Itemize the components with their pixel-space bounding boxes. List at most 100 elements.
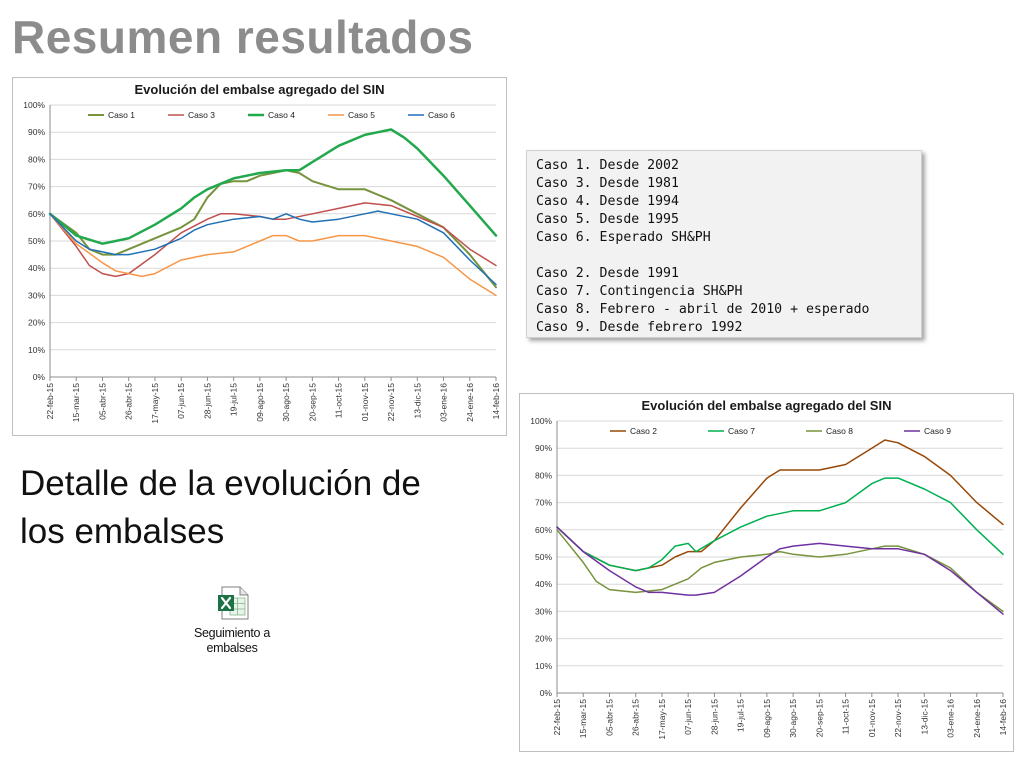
x-tick-label: 11-oct-15 [841,699,851,735]
x-tick-label: 24-ene-16 [972,699,982,738]
case-note-item: Caso 8. Febrero - abril de 2010 + espera… [536,302,870,317]
x-tick-label: 22-feb-15 [552,699,562,736]
case-note-item: Caso 1. Desde 2002 [536,158,679,173]
chart-2-svg: Evolución del embalse agregado del SIN 0%… [530,398,1008,740]
chart-reservoir-evolution-1: Evolución del embalse agregado del SIN 0%… [12,77,507,436]
excel-file-icon-graphic [218,586,249,620]
x-tick-label: 19-jul-15 [736,699,746,732]
series-line-caso-7 [556,477,1004,572]
y-tick-label: 40% [28,263,45,273]
case-notes-spacer [536,247,921,265]
x-tick-label: 07-jun-15 [683,699,693,735]
x-tick-label: 22-nov-15 [893,699,903,738]
case-note-item: Caso 7. Contingencia SH&PH [536,284,743,299]
y-tick-label: 100% [530,416,552,426]
x-tick-label: 22-feb-15 [45,383,55,420]
chart-1-svg: Evolución del embalse agregado del SIN 0%… [23,82,501,424]
slide-title: Resumen resultados [12,11,474,63]
x-tick-label: 14-feb-16 [998,699,1008,736]
y-tick-label: 70% [28,182,45,192]
x-tick-label: 28-jun-15 [709,699,719,735]
y-gridlines [50,104,496,378]
y-tick-label: 10% [28,345,45,355]
series-line-caso-4 [48,128,498,245]
case-notes-box: Caso 1. Desde 2002 Caso 3. Desde 1981 Ca… [526,150,922,338]
y-tick-label: 80% [535,470,552,480]
y-tick-label: 60% [28,209,45,219]
x-tick-label: 05-abr-15 [604,699,614,736]
excel-file-icon[interactable] [216,586,250,620]
y-tick-label: 0% [540,688,553,698]
x-tick-label: 20-sep-15 [307,383,317,422]
case-note-item: Caso 5. Desde 1995 [536,212,679,227]
x-tick-label: 17-may-15 [150,383,160,424]
y-tick-label: 100% [23,100,45,110]
legend-label: Caso 3 [188,110,215,120]
x-tick-label: 09-ago-15 [255,383,265,422]
x-tick-label: 03-ene-16 [439,383,449,422]
x-tick-label: 24-ene-16 [465,383,475,422]
slide-subtitle: Detalle de la evolución de los embalses [20,464,421,551]
legend-label: Caso 4 [268,110,295,120]
series-line-caso-9 [556,526,1004,615]
legend-label: Caso 7 [728,426,755,436]
x-tick-label: 30-ago-15 [788,699,798,738]
x-tick-label: 22-nov-15 [386,383,396,422]
y-tick-label: 40% [535,579,552,589]
y-tick-label: 70% [535,498,552,508]
x-tick-label: 26-abr-15 [124,383,134,420]
case-note-item: Caso 2. Desde 1991 [536,266,679,281]
y-tick-label: 50% [535,552,552,562]
y-tick-label: 20% [28,318,45,328]
case-note-item: Caso 3. Desde 1981 [536,176,679,191]
series-line-caso-1 [49,169,497,289]
x-tick-label: 28-jun-15 [202,383,212,419]
series-line-caso-6 [49,210,497,286]
series-line-caso-5 [49,213,497,297]
x-tick-label: 15-mar-15 [71,383,81,422]
series-line-caso-3 [49,202,497,278]
file-label-line2: embalses [206,641,258,655]
file-label-line1: Seguimiento a [193,626,270,640]
x-tick-label: 09-ago-15 [762,699,772,738]
x-tick-label: 17-may-15 [657,699,667,740]
x-tick-label: 01-nov-15 [360,383,370,422]
x-tick-label: 20-sep-15 [814,699,824,738]
y-tick-label: 80% [28,154,45,164]
y-tick-label: 90% [28,127,45,137]
x-tick-label: 30-ago-15 [281,383,291,422]
series-line-caso-8 [556,529,1004,613]
file-label[interactable]: Seguimiento a embalses [182,626,282,656]
chart-title: Evolución del embalse agregado del SIN [642,398,892,413]
x-tick-label: 26-abr-15 [631,699,641,736]
x-tick-label: 19-jul-15 [229,383,239,416]
x-tick-label: 11-oct-15 [334,383,344,419]
case-note-item: Caso 9. Desde febrero 1992 [536,320,743,335]
x-tick-label: 13-dic-15 [919,699,929,735]
legend-label: Caso 5 [348,110,375,120]
y-tick-label: 10% [535,661,552,671]
legend-label: Caso 9 [924,426,951,436]
x-tick-label: 07-jun-15 [176,383,186,419]
case-note-item: Caso 4. Desde 1994 [536,194,679,209]
y-tick-label: 20% [535,634,552,644]
y-tick-label: 30% [535,606,552,616]
x-tick-label: 05-abr-15 [97,383,107,420]
x-tick-label: 14-feb-16 [491,383,501,420]
y-tick-label: 50% [28,236,45,246]
y-gridlines [557,420,1003,694]
y-tick-label: 90% [535,443,552,453]
legend-label: Caso 8 [826,426,853,436]
chart-title: Evolución del embalse agregado del SIN [135,82,385,97]
y-tick-label: 60% [535,525,552,535]
x-tick-label: 01-nov-15 [867,699,877,738]
y-tick-label: 0% [33,372,46,382]
y-tick-label: 30% [28,290,45,300]
legend-label: Caso 1 [108,110,135,120]
legend-label: Caso 6 [428,110,455,120]
x-tick-label: 15-mar-15 [578,699,588,738]
case-note-item: Caso 6. Esperado SH&PH [536,230,711,245]
x-tick-label: 03-ene-16 [946,699,956,738]
legend-label: Caso 2 [630,426,657,436]
x-tick-label: 13-dic-15 [412,383,422,419]
